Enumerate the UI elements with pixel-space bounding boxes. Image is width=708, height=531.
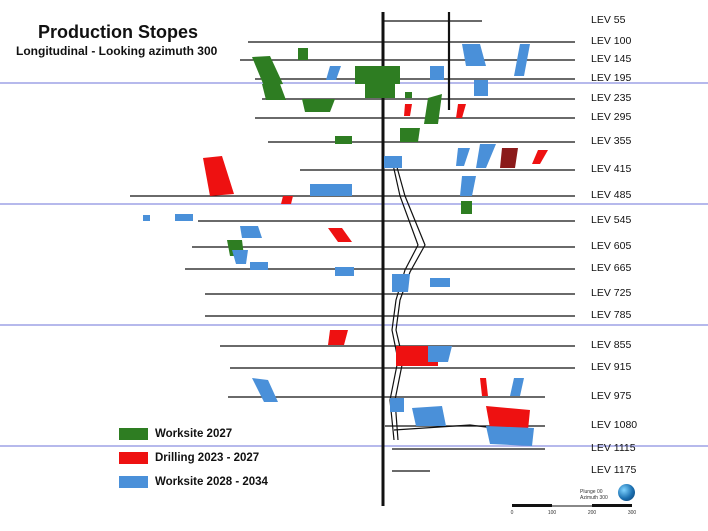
azimuth-text: Azimuth 300	[580, 495, 608, 501]
stope-block	[424, 94, 442, 124]
legend-item-worksite-2028-2034: Worksite 2028 - 2034	[119, 474, 268, 490]
stope-block	[430, 66, 444, 80]
level-label: LEV 195	[591, 72, 631, 84]
level-label: LEV 100	[591, 35, 631, 47]
plunge-text: Plunge 00	[580, 489, 603, 495]
stope-block	[250, 262, 268, 270]
stope-block	[365, 82, 395, 98]
legend-swatch-worksite-2027	[119, 428, 148, 440]
stope-block	[476, 144, 496, 168]
stope-block	[335, 136, 352, 144]
map-title: Production Stopes	[38, 22, 199, 42]
level-label: LEV 975	[591, 390, 631, 402]
level-label: LEV 915	[591, 361, 631, 373]
stope-block	[486, 406, 530, 430]
level-label: LEV 545	[591, 214, 631, 226]
stope-block	[456, 148, 470, 166]
legend-label: Worksite 2027	[155, 428, 233, 440]
stope-block	[203, 156, 234, 196]
scale-tick-label: 300	[628, 510, 637, 516]
stope-block	[514, 44, 530, 76]
level-label: LEV 355	[591, 135, 631, 147]
stope-block	[232, 250, 248, 264]
level-label: LEV 855	[591, 339, 631, 351]
level-label: LEV 725	[591, 287, 631, 299]
level-label: LEV 1175	[591, 464, 637, 476]
orientation-info: Plunge 00 Azimuth 300	[580, 489, 608, 501]
legend-swatch-drilling	[119, 452, 148, 464]
stope-block	[355, 66, 400, 84]
stope-block	[400, 128, 420, 142]
level-labels: LEV 55 LEV 100 LEV 145 LEV 195 LEV 235 LEV 29…	[591, 14, 637, 476]
stope-block	[252, 56, 283, 86]
stope-block	[486, 426, 534, 446]
grid-lines	[0, 82, 708, 447]
stope-block	[328, 228, 352, 242]
stope-block	[428, 346, 452, 362]
stope-block	[460, 176, 476, 196]
stope-block	[396, 346, 438, 366]
legend-item-drilling: Drilling 2023 - 2027	[119, 450, 268, 466]
scale-tick-label: 200	[588, 510, 597, 516]
stope-block	[430, 278, 450, 287]
stope-block	[461, 201, 472, 214]
stope-block	[456, 104, 466, 118]
level-label: LEV 785	[591, 309, 631, 321]
stope-block	[500, 148, 518, 168]
level-label: LEV 145	[591, 53, 631, 65]
stope-block	[175, 214, 193, 221]
scale-bar-segment	[592, 504, 632, 507]
legend-label: Drilling 2023 - 2027	[155, 452, 260, 464]
map-subtitle: Longitudinal - Looking azimuth 300	[16, 44, 218, 58]
level-label: LEV 605	[591, 240, 631, 252]
level-label: LEV 665	[591, 262, 631, 274]
stope-block	[298, 48, 308, 60]
stope-block	[302, 99, 335, 112]
scale-tick-label: 0	[511, 510, 514, 516]
legend: Worksite 2027 Drilling 2023 - 2027 Works…	[119, 426, 268, 498]
ramp	[394, 159, 426, 441]
stope-block	[412, 406, 446, 426]
scale-tick-label: 100	[548, 510, 557, 516]
stope-block	[392, 274, 410, 292]
stope-block	[281, 196, 293, 204]
stope-block	[480, 378, 488, 396]
stope-block	[405, 92, 412, 98]
level-label: LEV 415	[591, 163, 631, 175]
level-label: LEV 55	[591, 14, 626, 26]
scale-bar: 0 100 200 300	[511, 504, 637, 516]
legend-swatch-worksite-2028-2034	[119, 476, 148, 488]
stope-block	[532, 150, 548, 164]
stope-block	[462, 44, 486, 66]
stope-block	[384, 156, 402, 168]
stope-block	[252, 378, 278, 402]
scale-bar-segment	[512, 504, 552, 507]
legend-item-worksite-2027: Worksite 2027	[119, 426, 268, 442]
level-label: LEV 235	[591, 92, 631, 104]
legend-label: Worksite 2028 - 2034	[155, 476, 268, 488]
stope-block	[390, 398, 404, 412]
stope-block	[474, 80, 488, 96]
stope-block	[326, 66, 341, 80]
ramp	[389, 159, 419, 441]
stope-block	[310, 184, 352, 196]
level-drifts	[130, 20, 575, 472]
globe-icon	[618, 484, 635, 501]
stope-block	[143, 215, 150, 221]
stope-block	[404, 104, 412, 116]
level-label: LEV 1080	[591, 419, 637, 431]
stope-block	[335, 267, 354, 276]
level-label: LEV 295	[591, 111, 631, 123]
stope-block	[510, 378, 524, 396]
stope-block	[328, 330, 348, 345]
stopes	[143, 44, 548, 446]
stope-block	[262, 84, 286, 100]
level-label: LEV 1115	[591, 442, 636, 454]
stope-block	[240, 226, 262, 238]
level-label: LEV 485	[591, 189, 631, 201]
